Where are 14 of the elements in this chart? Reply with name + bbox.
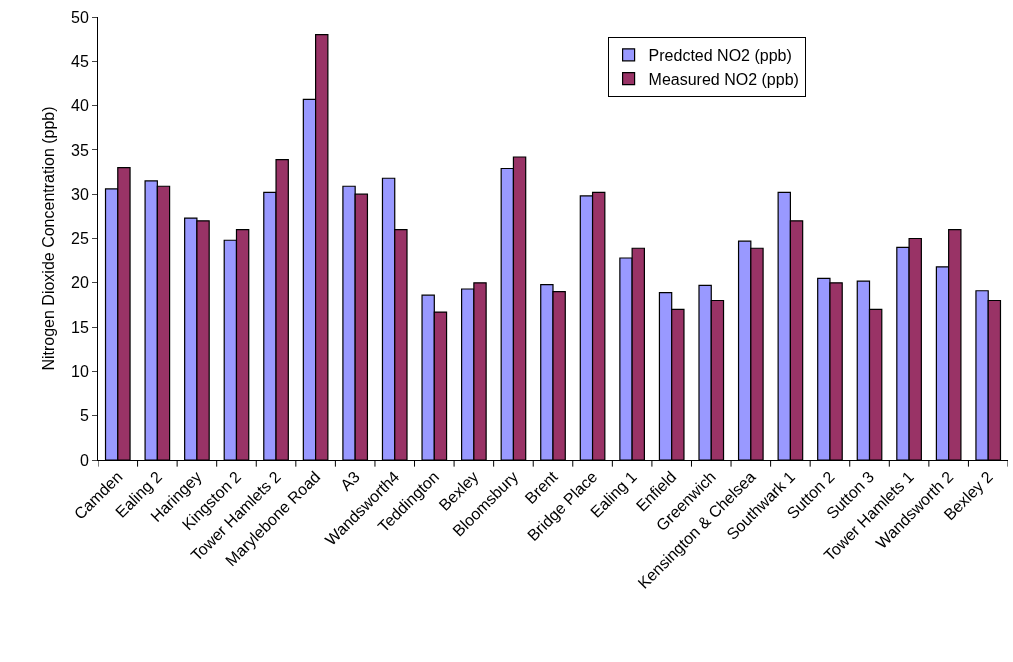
y-tick-label: 45 — [71, 52, 89, 70]
legend-label: Measured NO2 (ppb) — [648, 70, 799, 88]
y-tick-label: 30 — [71, 185, 89, 203]
y-tick-label: 50 — [71, 8, 89, 26]
y-tick-label: 40 — [71, 97, 89, 115]
y-axis-title: Nitrogen Dioxide Concentration (ppb) — [39, 106, 57, 371]
y-tick-label: 15 — [71, 318, 89, 336]
legend-label: Predcted NO2 (ppb) — [648, 47, 792, 65]
y-tick-label: 0 — [79, 451, 89, 469]
y-tick-label: 5 — [79, 407, 89, 425]
y-tick-label: 20 — [71, 274, 89, 292]
y-tick-label: 25 — [71, 230, 89, 248]
y-tick-label: 10 — [71, 363, 89, 380]
y-tick-label: 35 — [71, 141, 89, 159]
